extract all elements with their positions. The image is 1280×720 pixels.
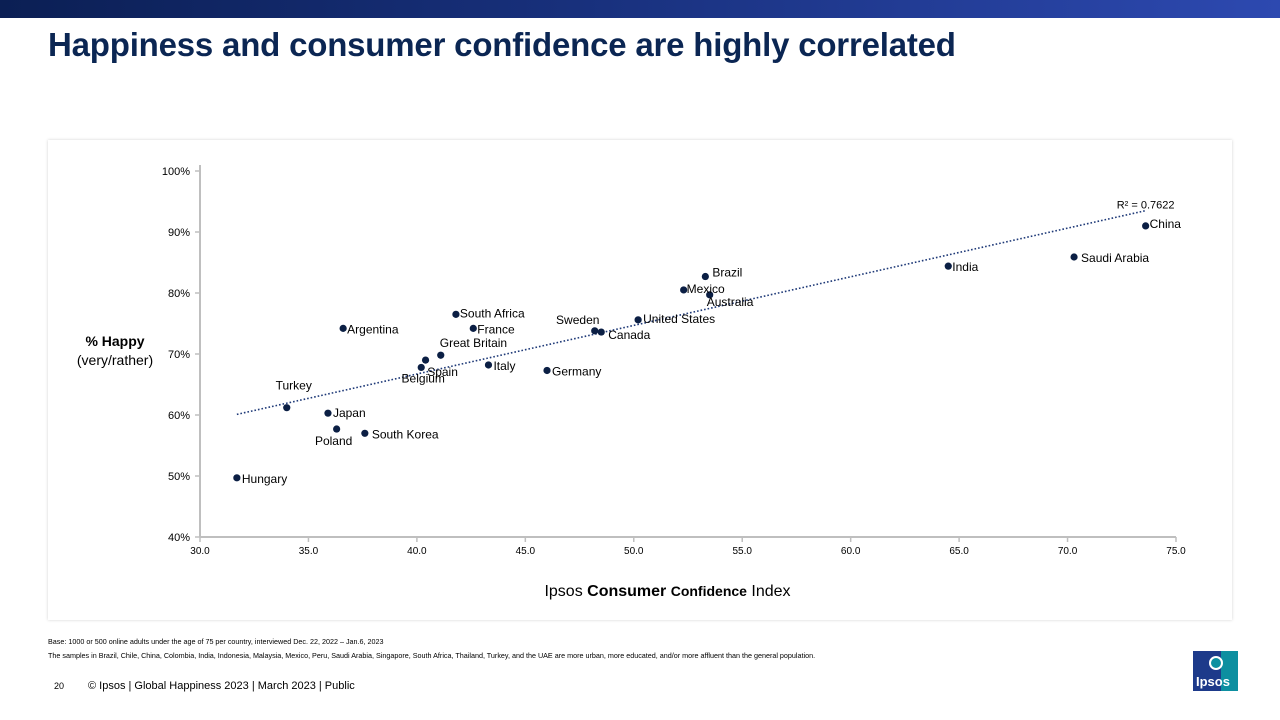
y-axis-title: % Happy (very/rather) — [60, 332, 170, 370]
x-axis-title: Ipsos Consumer Confidence Index — [400, 583, 935, 601]
x-tick-label: 70.0 — [1058, 546, 1078, 557]
x-axis-title-confidence: Confidence — [670, 583, 747, 599]
x-tick-label: 40.0 — [407, 546, 427, 557]
data-label: Australia — [707, 295, 754, 309]
y-tick-label: 90% — [168, 227, 190, 239]
x-tick-label: 30.0 — [190, 546, 210, 557]
data-point — [324, 409, 332, 417]
y-axis-title-main: % Happy — [85, 333, 145, 349]
data-point — [339, 324, 347, 332]
y-tick-label: 60% — [168, 410, 190, 422]
top-banner — [0, 0, 1280, 18]
data-point — [233, 474, 241, 482]
ipsos-logo: Ipsos — [1193, 651, 1238, 691]
trendline — [236, 209, 1146, 416]
data-point — [421, 356, 430, 364]
data-point — [701, 272, 709, 281]
data-label: Hungary — [242, 472, 287, 486]
x-tick-label: 45.0 — [516, 546, 536, 557]
data-label: South Korea — [372, 427, 439, 441]
x-tick-label: 65.0 — [949, 546, 969, 557]
base-note: Base: 1000 or 500 online adults under th… — [48, 637, 384, 646]
x-axis-title-suffix: Index — [746, 583, 791, 600]
data-label: South Africa — [460, 306, 525, 320]
data-label: Italy — [493, 359, 515, 373]
data-label: Sweden — [556, 313, 599, 327]
x-tick-label: 60.0 — [841, 546, 861, 557]
data-point — [1142, 222, 1150, 230]
data-label: United States — [643, 312, 715, 326]
footer-text: © Ipsos | Global Happiness 2023 | March … — [88, 680, 355, 692]
x-tick-label: 35.0 — [299, 546, 319, 557]
data-label: India — [952, 260, 978, 274]
data-point — [680, 286, 688, 294]
data-label: Great Britain — [440, 336, 507, 350]
data-point — [706, 291, 714, 299]
data-point — [543, 366, 551, 375]
data-point — [484, 361, 493, 369]
data-label: France — [477, 322, 515, 336]
data-label: Turkey — [276, 379, 312, 393]
x-tick-label: 75.0 — [1166, 546, 1186, 557]
y-axis-title-sub: (very/rather) — [76, 352, 154, 368]
data-label: Saudi Arabia — [1081, 251, 1149, 265]
footer: 20 © Ipsos | Global Happiness 2023 | Marc… — [48, 680, 355, 692]
x-axis-title-consumer: Consumer — [587, 583, 667, 600]
data-label: Argentina — [347, 322, 399, 336]
data-point — [361, 429, 369, 437]
r-squared-label: R² = 0.7622 — [1117, 200, 1175, 212]
y-tick-label: 80% — [168, 288, 190, 300]
data-point — [437, 351, 445, 359]
x-tick-label: 50.0 — [624, 546, 644, 557]
data-label: Spain — [427, 365, 458, 379]
data-point — [634, 316, 642, 324]
data-point — [1070, 253, 1078, 261]
data-point — [417, 363, 425, 372]
data-label: China — [1150, 217, 1182, 231]
y-tick-label: 70% — [168, 349, 190, 361]
data-label: Belgium — [402, 371, 445, 385]
data-point — [333, 425, 341, 433]
data-label: Japan — [333, 406, 366, 420]
x-tick-label: 55.0 — [732, 546, 752, 557]
slide-title: Happiness and consumer confidence are hi… — [48, 26, 956, 63]
data-point — [944, 262, 952, 270]
data-label: Canada — [608, 328, 650, 342]
data-point — [452, 310, 460, 318]
page-number: 20 — [54, 681, 65, 691]
logo-mark-icon — [1209, 656, 1223, 670]
y-tick-label: 50% — [168, 471, 190, 483]
data-point — [591, 327, 599, 335]
data-point — [283, 404, 291, 412]
data-point — [469, 324, 477, 332]
logo-text: Ipsos — [1196, 674, 1230, 689]
data-point — [597, 328, 605, 336]
x-axis-title-prefix: Ipsos — [544, 583, 588, 600]
data-label: Germany — [552, 364, 601, 378]
y-tick-label: 100% — [162, 166, 190, 178]
y-tick-label: 40% — [168, 532, 190, 544]
data-label: Mexico — [687, 282, 725, 296]
data-label: Brazil — [712, 266, 742, 280]
samples-note: The samples in Brazil, Chile, China, Col… — [48, 651, 816, 660]
chart-panel — [48, 140, 1232, 620]
data-label: Poland — [315, 434, 352, 448]
